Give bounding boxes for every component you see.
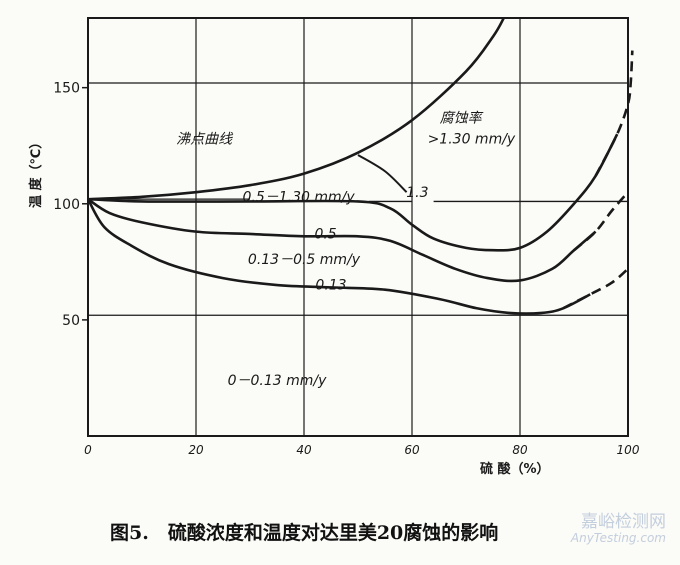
figure-caption: 图5. 硫酸浓度和温度对达里美20腐蚀的影响 [110,522,499,544]
x-tick-label: 40 [296,443,312,457]
label-connector [357,154,408,193]
chart-svg: 0 20 40 60 80 100 50 100 150 沸点曲线 腐蚀率 >1.30 mm/y 0… [28,17,640,477]
series-dashed-tail-1 [594,50,634,177]
annotation-label: 0.13－0.5 mm/y [248,252,361,268]
watermark-line2: AnyTesting.com [570,530,666,545]
x-tick-labels: 0 20 40 60 80 100 [84,443,640,457]
x-tick-label: 60 [404,443,420,457]
y-tick-label: 50 [62,313,80,329]
series-line-0 [87,17,505,201]
watermark: 嘉峪检测网 AnyTesting.com [570,512,666,545]
x-tick-label: 20 [188,443,204,457]
axes-box [87,17,629,437]
series-dashed-tail-3 [562,267,629,310]
annotation-label: 沸点曲线 [176,131,234,147]
annotation-label: 0.5－1.30 mm/y [243,189,356,205]
annotations: 沸点曲线 腐蚀率 >1.30 mm/y 0.5－1.30 mm/y 1.3 0.5 0.13… [176,111,516,389]
annotation-label: 腐蚀率 [440,111,484,127]
series-line-2 [87,198,597,283]
series-dashed-tail-2 [573,191,629,252]
reference-lines [88,82,628,316]
x-tick-label: 80 [512,443,528,457]
y-tick-label: 150 [53,81,80,97]
annotation-label: 1.3 [406,185,428,201]
x-axis-label: 硫 酸（%） [480,461,550,477]
x-tick-label: 0 [84,443,92,457]
watermark-line1: 嘉峪检测网 [581,512,666,532]
series-line-1 [87,133,619,252]
y-tick-labels: 50 100 150 [53,81,80,329]
series-group [86,17,634,315]
annotation-label: 0－0.13 mm/y [228,373,328,389]
annotation-label: 0.5 [314,227,336,243]
y-tick-label: 100 [53,197,80,213]
series-line-3 [86,198,591,315]
x-tick-label: 100 [617,443,640,457]
y-axis-label: 温 度（℃） [28,136,44,208]
annotation-label: >1.30 mm/y [428,131,516,147]
plot-frame [82,17,629,437]
annotation-label: 0.13 [315,278,346,294]
